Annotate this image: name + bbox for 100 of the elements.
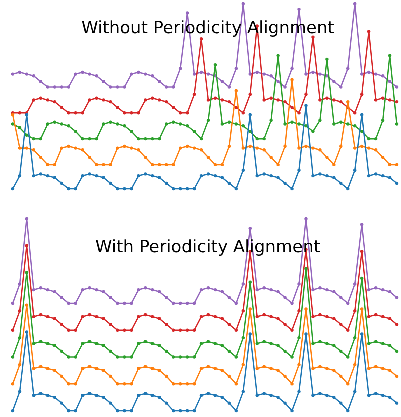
point <box>248 280 252 284</box>
point <box>151 74 154 78</box>
point <box>374 392 378 396</box>
point <box>367 146 371 150</box>
point <box>123 112 126 115</box>
point <box>304 332 308 336</box>
point <box>220 290 224 294</box>
point <box>346 382 350 386</box>
point <box>248 93 252 96</box>
point <box>172 409 176 413</box>
point <box>116 106 120 110</box>
point <box>312 130 315 134</box>
point <box>318 118 322 122</box>
point <box>178 302 182 306</box>
point <box>367 342 371 346</box>
point <box>381 156 385 160</box>
point <box>248 113 252 117</box>
point <box>200 70 204 74</box>
point <box>234 409 238 413</box>
point <box>81 342 84 346</box>
point <box>270 174 273 178</box>
point <box>332 80 336 84</box>
point <box>262 172 266 176</box>
point <box>46 342 50 346</box>
point <box>214 342 218 346</box>
point <box>95 96 98 100</box>
point <box>220 163 224 167</box>
point <box>200 342 204 346</box>
point <box>304 267 308 271</box>
point <box>116 382 120 386</box>
point <box>346 356 350 359</box>
point <box>151 137 154 141</box>
point <box>256 174 259 178</box>
point <box>388 396 392 400</box>
point <box>186 382 190 386</box>
point <box>304 104 308 108</box>
point <box>39 172 43 176</box>
point <box>144 392 148 396</box>
point <box>367 367 371 370</box>
point <box>256 288 259 292</box>
point <box>172 86 176 89</box>
point <box>381 342 385 346</box>
point <box>116 86 120 89</box>
point <box>74 409 78 413</box>
point <box>74 302 78 306</box>
point <box>144 72 148 76</box>
point <box>326 156 329 160</box>
point <box>32 394 36 398</box>
point <box>109 163 112 167</box>
point <box>88 156 92 160</box>
point <box>53 176 56 180</box>
point <box>18 390 22 394</box>
point <box>25 304 29 307</box>
point <box>186 328 190 332</box>
point <box>60 122 64 126</box>
point <box>360 130 364 134</box>
point <box>172 106 176 110</box>
point <box>298 112 301 115</box>
point <box>374 286 378 290</box>
point <box>290 67 294 70</box>
point <box>340 402 343 405</box>
point <box>39 80 43 84</box>
point <box>18 112 22 115</box>
point <box>360 113 364 117</box>
point <box>109 323 112 326</box>
point <box>270 315 273 319</box>
point <box>88 340 92 344</box>
point <box>67 382 70 386</box>
point <box>130 130 134 134</box>
point <box>39 96 43 100</box>
point <box>95 174 98 178</box>
point <box>116 356 120 359</box>
point <box>95 394 98 398</box>
point <box>270 74 273 78</box>
point <box>46 367 50 370</box>
point <box>276 54 280 58</box>
point <box>340 374 343 378</box>
point <box>228 182 232 186</box>
point <box>88 98 92 102</box>
point <box>228 86 232 89</box>
point <box>60 182 64 186</box>
point <box>102 290 106 294</box>
point <box>158 396 162 400</box>
point <box>214 163 218 167</box>
point <box>262 365 266 368</box>
point <box>88 365 92 368</box>
point <box>102 98 106 102</box>
point <box>276 344 280 348</box>
point <box>318 340 322 344</box>
point <box>39 137 43 141</box>
point <box>95 367 98 370</box>
point <box>332 290 336 294</box>
point <box>381 74 385 78</box>
point <box>116 122 120 126</box>
point <box>158 176 162 180</box>
point <box>284 144 287 148</box>
point <box>262 313 266 317</box>
point <box>318 72 322 76</box>
point <box>74 112 78 115</box>
point <box>137 367 140 370</box>
